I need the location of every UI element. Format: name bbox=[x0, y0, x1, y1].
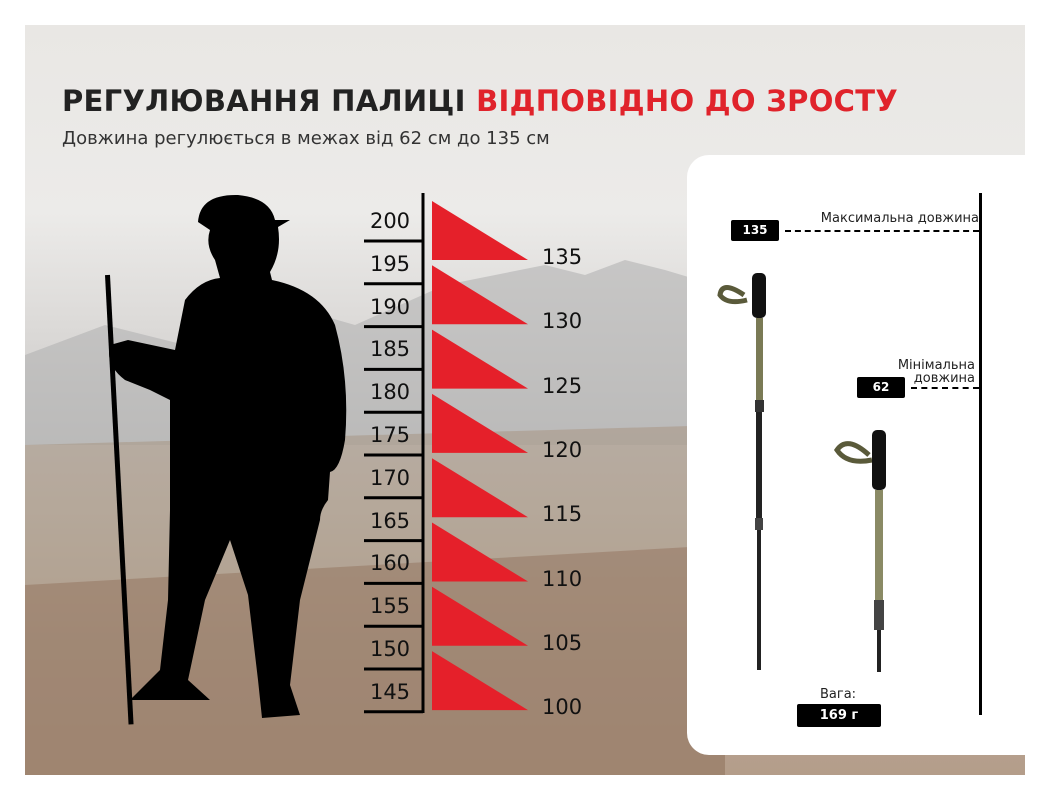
title-part-red: ВІДПОВІДНО ДО ЗРОСТУ bbox=[476, 84, 899, 118]
height-label: 200 bbox=[369, 209, 411, 233]
pole-length-label: 130 bbox=[542, 309, 583, 334]
height-label: 190 bbox=[369, 294, 411, 319]
pole-length-triangle bbox=[432, 586, 528, 646]
pole-length-label: 105 bbox=[542, 630, 583, 655]
pole-length-label: 135 bbox=[542, 245, 583, 269]
pole-length-label: 125 bbox=[542, 373, 583, 398]
height-label: 160 bbox=[369, 551, 411, 576]
height-label: 165 bbox=[369, 508, 411, 533]
height-label: 180 bbox=[369, 380, 411, 405]
pole-length-triangle bbox=[432, 458, 528, 518]
height-label: 145 bbox=[369, 679, 411, 704]
subtitle: Довжина регулюється в межах від 62 см до… bbox=[62, 128, 550, 149]
pole-length-label: 110 bbox=[542, 566, 583, 591]
pole-length-label: 100 bbox=[542, 695, 583, 720]
title-part-black: РЕГУЛЮВАННЯ ПАЛИЦІ bbox=[62, 84, 477, 118]
max-length-line bbox=[785, 230, 979, 232]
pole-length-triangle bbox=[432, 201, 528, 260]
height-label: 175 bbox=[369, 423, 411, 447]
hiker-silhouette-icon bbox=[105, 194, 347, 725]
max-length-label: Максимальна довжина bbox=[820, 211, 979, 226]
height-label: 155 bbox=[369, 594, 411, 619]
height-label: 185 bbox=[369, 337, 411, 362]
min-label-line2: довжина bbox=[913, 371, 975, 386]
weight-badge: 169 г bbox=[797, 704, 881, 727]
pole-spec-card: 135 Максимальна довжина 62 Мінімальна дов… bbox=[687, 155, 1025, 755]
pole-length-triangle bbox=[432, 522, 528, 582]
pole-length-triangle bbox=[432, 329, 528, 389]
max-length-badge: 135 bbox=[731, 220, 779, 241]
min-length-line bbox=[911, 387, 979, 389]
pole-length-triangle bbox=[432, 265, 528, 325]
pole-length-label: 120 bbox=[542, 437, 583, 462]
pole-length-label: 115 bbox=[542, 502, 583, 527]
page-title: РЕГУЛЮВАННЯ ПАЛИЦІ ВІДПОВІДНО ДО ЗРОСТУ bbox=[62, 84, 898, 118]
height-scale bbox=[364, 193, 528, 714]
min-length-label: Мінімальна довжина bbox=[898, 359, 975, 385]
height-label: 150 bbox=[369, 637, 411, 661]
length-axis bbox=[979, 193, 982, 715]
height-label: 195 bbox=[369, 251, 411, 276]
min-label-line1: Мінімальна bbox=[897, 358, 975, 373]
pole-length-triangle bbox=[432, 651, 528, 711]
trekking-poles-icon bbox=[717, 273, 886, 672]
min-length-badge: 62 bbox=[857, 377, 905, 398]
weight-label: Вага: bbox=[820, 687, 857, 702]
pole-length-triangle bbox=[432, 393, 528, 453]
height-label: 170 bbox=[369, 465, 411, 490]
